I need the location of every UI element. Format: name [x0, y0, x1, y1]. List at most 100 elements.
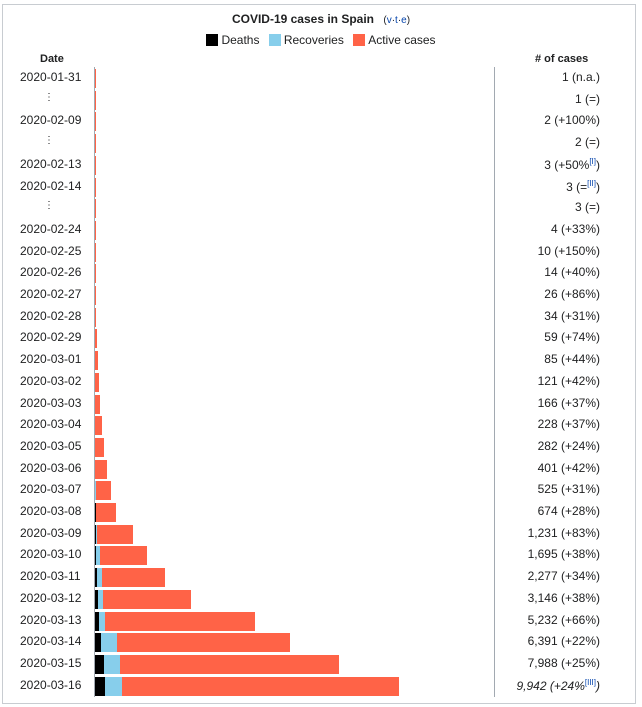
row-date: 2020-03-11	[20, 569, 81, 584]
row-cases-value: 121 (+42%)	[537, 373, 600, 388]
row-cases-value: 2,277 (+34%)	[527, 569, 600, 584]
row-cases-value: 228 (+37%)	[537, 417, 600, 432]
active-segment	[95, 437, 104, 457]
deaths-segment	[95, 503, 96, 522]
deaths-segment	[95, 611, 100, 631]
recoveries-segment	[95, 524, 97, 544]
row-cases-value: 2 (=)	[574, 135, 600, 150]
row-cases: 7,988 (+25%)	[528, 656, 600, 670]
table-row: 2020-02-09 2 (+100%)	[0, 110, 642, 132]
row-cases-value: 166 (+37%)	[537, 395, 600, 410]
row-cases: 1 (n.a.)	[562, 70, 600, 84]
row-cases: 1,231 (+83%)	[528, 526, 600, 540]
table-row: 2020-02-13 3 (+50%[I])	[0, 154, 642, 175]
footnote-link[interactable]: [II]	[587, 178, 596, 188]
row-date: 2020-02-13	[20, 156, 82, 171]
active-segment	[95, 459, 108, 479]
table-row: 2020-02-29 59 (+74%)	[0, 327, 642, 349]
table-row: 2020-02-14 3 (=[II])	[0, 176, 642, 197]
row-date: 2020-02-25	[20, 243, 82, 258]
legend-recoveries-swatch	[268, 34, 281, 46]
table-row: 2020-03-02 121 (+42%)	[0, 371, 642, 392]
row-cases: 3 (=)	[575, 200, 600, 214]
table-row: ⋮ 1 (=)	[0, 89, 642, 110]
footnote-link[interactable]: [I]	[589, 156, 596, 166]
row-date: 2020-02-14	[20, 178, 82, 193]
active-segment	[95, 416, 102, 436]
active-segment	[95, 394, 101, 414]
row-date: 2020-03-05	[20, 438, 82, 453]
row-cases: 1 (=)	[575, 92, 600, 106]
row-cases: 401 (+42%)	[538, 461, 600, 475]
row-date: 2020-03-12	[20, 590, 82, 605]
row-cases-value: 7,988 (+25%)	[527, 655, 600, 670]
deaths-segment	[95, 633, 101, 653]
row-cases-close: )	[596, 157, 600, 172]
row-cases-value: 1 (=)	[574, 91, 600, 106]
recoveries-segment	[96, 568, 103, 588]
row-date: 2020-03-01	[20, 352, 82, 367]
deaths-segment	[95, 589, 98, 609]
row-cases-value: 10 (+150%)	[537, 243, 600, 258]
row-cases-value: 3,146 (+38%)	[527, 590, 600, 605]
row-cases: 2 (+100%)	[544, 113, 600, 127]
active-segment	[100, 546, 147, 566]
table-row: ⋮ 3 (=)	[0, 197, 642, 219]
row-cases: 4 (+33%)	[551, 222, 600, 236]
edit-link[interactable]: e	[401, 15, 407, 26]
table-row: 2020-03-12 3,146 (+38%)	[0, 588, 642, 609]
active-segment	[116, 633, 291, 653]
row-date: 2020-03-13	[20, 612, 82, 627]
table-row: 2020-03-16 9,942 (+24%[III])	[0, 675, 642, 696]
row-cases-value: 59 (+74%)	[544, 330, 600, 345]
legend-active: Active cases	[353, 33, 436, 47]
row-date: 2020-02-09	[20, 113, 82, 128]
row-cases-value: 26 (+86%)	[544, 287, 600, 301]
title-text: COVID-19 cases in Spain	[231, 12, 374, 26]
row-date: 2020-03-08	[20, 504, 82, 518]
active-segment	[95, 90, 96, 110]
table-row: 2020-03-06 401 (+42%)	[0, 458, 642, 479]
active-segment	[95, 264, 96, 284]
row-date: 2020-03-06	[20, 460, 82, 475]
active-segment	[95, 69, 96, 88]
row-cases-value: 674 (+28%)	[537, 504, 600, 518]
legend-active-label: Active cases	[368, 33, 436, 47]
active-segment	[95, 286, 96, 305]
legend-recoveries: Recoveries	[268, 33, 344, 47]
table-row: ⋮ 2 (=)	[0, 132, 642, 154]
row-date: 2020-03-16	[20, 677, 82, 692]
row-cases: 1,695 (+38%)	[528, 547, 600, 561]
table-row: 2020-01-31 1 (n.a.)	[0, 67, 642, 88]
row-cases-value: 85 (+44%)	[544, 352, 600, 367]
row-date: 2020-03-14	[20, 634, 82, 649]
row-cases: 228 (+37%)	[538, 417, 600, 431]
footnote-link[interactable]: [III]	[584, 677, 596, 687]
row-cases: 6,391 (+22%)	[528, 634, 600, 648]
row-date: 2020-02-27	[20, 287, 82, 301]
active-segment	[121, 676, 399, 696]
chart-frame	[2, 4, 636, 704]
view-link[interactable]: v	[386, 15, 392, 26]
active-segment	[96, 524, 133, 544]
chart-title: COVID-19 cases in Spain (v·t·e)	[0, 12, 642, 26]
row-date: 2020-03-07	[20, 482, 82, 497]
active-segment	[95, 112, 96, 132]
table-row: 2020-03-11 2,277 (+34%)	[0, 566, 642, 588]
row-cases: 3 (=[II])	[566, 179, 600, 194]
row-date: 2020-03-04	[20, 417, 82, 432]
row-cases: 166 (+37%)	[538, 396, 600, 410]
row-cases-value: 1,231 (+83%)	[527, 525, 600, 540]
row-cases: 121 (+42%)	[538, 374, 600, 388]
legend-deaths-swatch	[206, 34, 219, 46]
active-segment	[102, 568, 165, 588]
active-segment	[95, 177, 96, 197]
talk-link[interactable]: t	[395, 15, 398, 26]
row-cases-value: 1,695 (+38%)	[527, 547, 600, 562]
active-segment	[103, 589, 192, 609]
row-cases: 9,942 (+24%[III])	[516, 678, 600, 693]
row-cases: 26 (+86%)	[544, 287, 600, 301]
row-date: 2020-02-24	[20, 221, 82, 236]
table-row: 2020-03-08 674 (+28%)	[0, 501, 642, 522]
recoveries-segment	[103, 654, 120, 674]
